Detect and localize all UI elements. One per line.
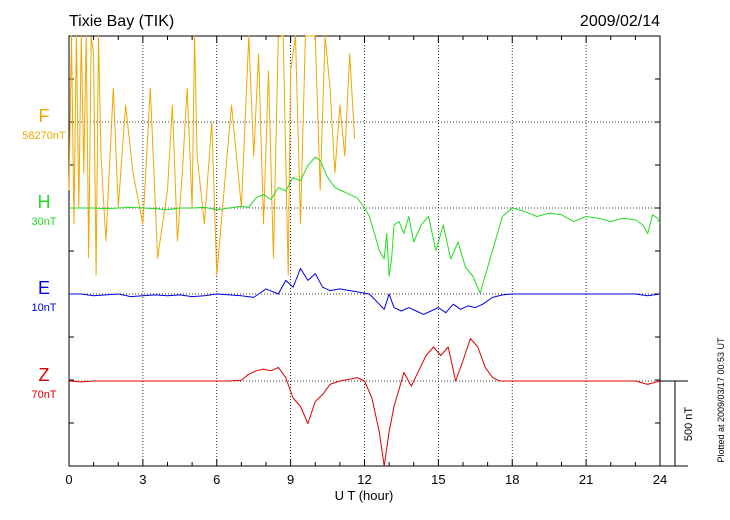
x-tick-label: 12: [357, 472, 371, 487]
series-line-e: [69, 268, 661, 315]
series-name-z: Z: [39, 365, 50, 385]
series-baseline-z: 70nT: [31, 389, 56, 401]
series-line-z: [68, 338, 661, 467]
series-name-h: H: [38, 192, 51, 212]
x-tick-label: 21: [579, 472, 593, 487]
series-name-f: F: [39, 106, 50, 126]
series-group: [68, 35, 661, 467]
x-tick-label: 9: [287, 472, 294, 487]
plotted-note: Plotted at 2009/03/17 00:53 UT: [716, 337, 726, 463]
x-tick-label: 24: [653, 472, 667, 487]
series-labels: F 58270nT H 30nT E 10nT Z 70nT: [22, 106, 66, 401]
series-baseline-h: 30nT: [31, 216, 56, 228]
x-tick-label: 15: [431, 472, 445, 487]
x-tick-label: 3: [139, 472, 146, 487]
series-baseline-e: 10nT: [31, 302, 56, 314]
series-line-h: [69, 156, 661, 294]
chart-date: 2009/02/14: [580, 13, 660, 30]
x-tick-label: 0: [65, 472, 72, 487]
x-axis-label: U T (hour): [335, 488, 394, 503]
axis-ticks: [68, 36, 661, 466]
x-tick-label: 18: [505, 472, 519, 487]
chart-title: Tixie Bay (TIK): [69, 13, 174, 30]
x-tick-labels: 0 3 6 9 12 15 18 21 24: [65, 472, 667, 487]
scale-bar: 500 nT: [660, 380, 695, 467]
series-name-e: E: [38, 278, 50, 298]
series-line-f: [68, 35, 356, 276]
series-baseline-f: 58270nT: [22, 130, 66, 142]
scale-bar-label: 500 nT: [683, 407, 695, 442]
x-tick-label: 6: [213, 472, 220, 487]
